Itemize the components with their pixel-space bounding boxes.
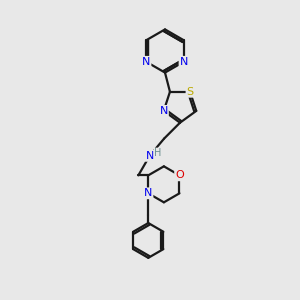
Text: S: S	[187, 87, 194, 97]
Text: N: N	[160, 106, 168, 116]
Text: O: O	[175, 170, 184, 180]
Text: N: N	[179, 57, 188, 67]
Text: H: H	[154, 148, 162, 158]
Text: N: N	[142, 57, 151, 67]
Text: N: N	[144, 188, 152, 198]
Text: N: N	[146, 151, 154, 161]
